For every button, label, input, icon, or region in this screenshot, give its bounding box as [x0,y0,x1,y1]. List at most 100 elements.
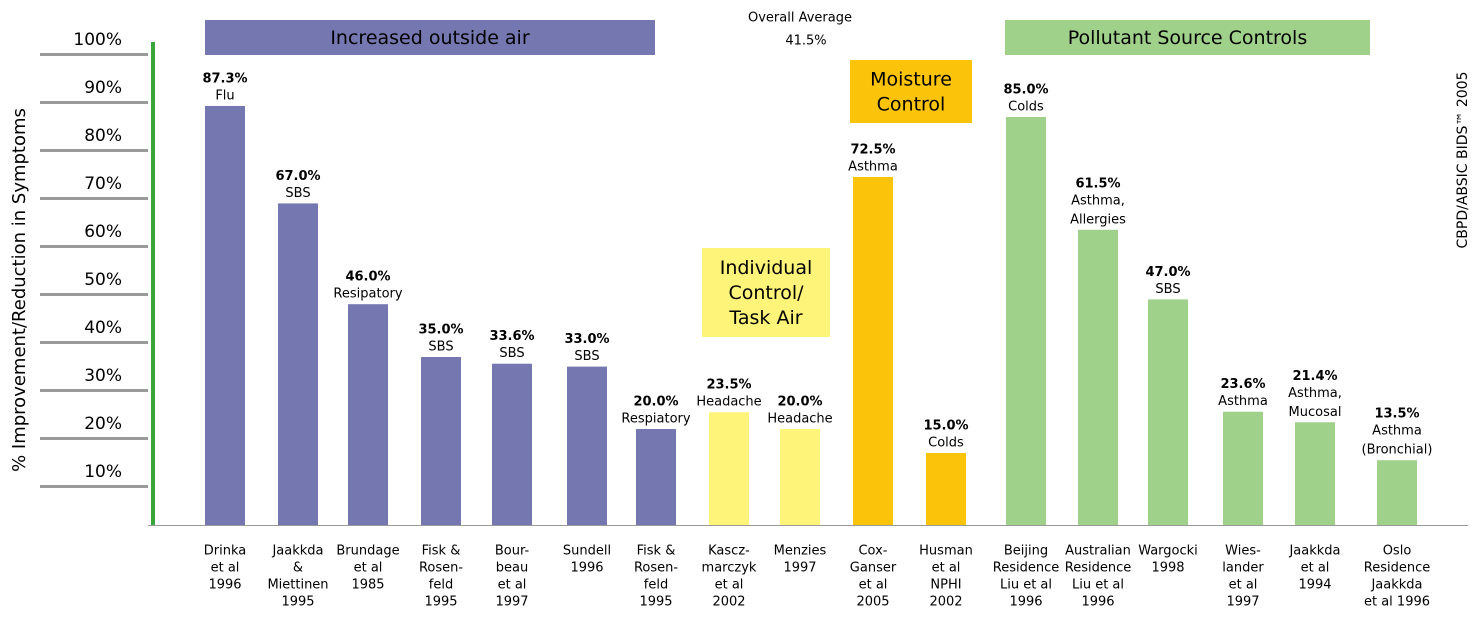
x-tick-label: 1996 [1081,595,1114,610]
x-tick-label: 1997 [1226,595,1259,610]
x-tick-label: 2005 [856,595,889,610]
x-tick-label: lander [1222,561,1264,576]
tick-line [40,53,148,56]
y-axis [151,42,155,525]
x-tick-label: Drinka [204,544,246,559]
x-tick-label: et al [498,578,527,593]
x-tick-label: Australian [1065,544,1131,559]
x-tick-label: Residence [1364,561,1430,576]
value-label: 15.0% [923,419,968,434]
value-label: 20.0% [633,395,678,410]
y-tick-label: 60% [84,222,122,242]
x-tick-label: et al [859,578,888,593]
x-tick-label: et al [1301,561,1330,576]
x-tick-label: & [293,561,303,576]
average-title: Overall Average [748,11,852,26]
bar [492,363,532,525]
bar-description: Flu [215,88,234,103]
x-tick-label: et al [1229,578,1258,593]
x-tick-label: et al [211,561,240,576]
credit: CBPD/ABSIC BIDS™ 2005 [1455,72,1471,249]
bar [205,105,245,526]
bar-description: (Bronchial) [1362,443,1433,458]
group-box [205,20,655,55]
bar [278,203,318,525]
average-value: 41.5% [785,34,826,49]
bar [926,453,966,525]
x-tick-label: Jaakkda [271,544,323,559]
x-tick-label: Menzies [774,544,827,559]
x-tick-label: Bour- [495,544,530,559]
group-label: Control/ [728,282,804,304]
tick-line [40,245,148,248]
x-tick-label: Fisk & [637,544,676,559]
bar-description: Asthma [1372,424,1422,439]
value-label: 33.0% [564,332,609,347]
value-label: 85.0% [1003,83,1048,98]
tick-line [40,389,148,392]
bar-description: SBS [499,346,524,361]
value-label: 23.6% [1220,377,1265,392]
x-tick-label: feld [644,578,668,593]
x-tick-label: Jaakkda [1370,578,1422,593]
value-label: 21.4% [1292,369,1337,384]
y-tick-label: 100% [73,30,122,50]
bar-description: Asthma [1218,394,1268,409]
x-tick-label: 2002 [712,595,745,610]
x-tick-label: Fisk & [422,544,461,559]
x-tick-label: et al 1996 [1364,595,1430,610]
bar-description: Asthma, [1288,386,1342,401]
x-tick-label: 1996 [570,561,603,576]
bar-description: Colds [928,436,964,451]
bar-description: Headache [767,412,832,427]
x-tick-label: 2002 [929,595,962,610]
x-tick-label: 1996 [208,578,241,593]
tick-line [40,149,148,152]
x-tick-label: Residence [993,561,1059,576]
value-label: 33.6% [489,329,534,344]
bar [421,357,461,525]
tick-line [40,485,148,488]
x-tick-label: Residence [1065,561,1131,576]
x-tick-label: 1995 [639,595,672,610]
bar [636,429,676,525]
value-label: 13.5% [1374,407,1419,422]
y-tick-label: 40% [84,318,122,338]
x-tick-label: 1994 [1298,578,1331,593]
bar-description: Respiatory [621,412,690,427]
value-label: 35.0% [418,323,463,338]
bar-description: SBS [1155,282,1180,297]
x-tick-label: Liu et al [1000,578,1052,593]
bar [1148,299,1188,525]
x-tick-label: Beijing [1004,544,1048,559]
bar-description: SBS [574,349,599,364]
bar [1377,460,1417,525]
bar-description: Allergies [1070,212,1126,227]
value-label: 46.0% [345,270,390,285]
y-tick-label: 80% [84,126,122,146]
x-tick-label: 1997 [783,561,816,576]
x-tick-label: Ganser [850,561,897,576]
x-tick-label: Kascz- [708,544,750,559]
y-tick-label: 50% [84,270,122,290]
group-box [1005,20,1370,55]
x-tick-label: feld [429,578,453,593]
y-tick-label: 10% [84,462,122,482]
value-label: 72.5% [850,143,895,158]
bar-description: SBS [285,186,310,201]
y-axis-label: % Improvement/Reduction in Symptoms [9,108,30,472]
tick-line [40,341,148,344]
value-label: 47.0% [1145,265,1190,280]
x-tick-label: 1995 [281,595,314,610]
x-tick-label: Miettinen [267,578,328,593]
x-tick-label: Liu et al [1072,578,1124,593]
bar-description: Colds [1008,100,1044,115]
y-tick-label: 90% [84,78,122,98]
bar-description: Headache [696,395,761,410]
group-label: Pollutant Source Controls [1068,27,1308,49]
bar [1006,117,1046,525]
x-tick-label: 1995 [424,595,457,610]
bar-description: Asthma, [1071,193,1125,208]
x-tick-label: 1998 [1151,561,1184,576]
x-tick-label: Jaakkda [1288,544,1340,559]
